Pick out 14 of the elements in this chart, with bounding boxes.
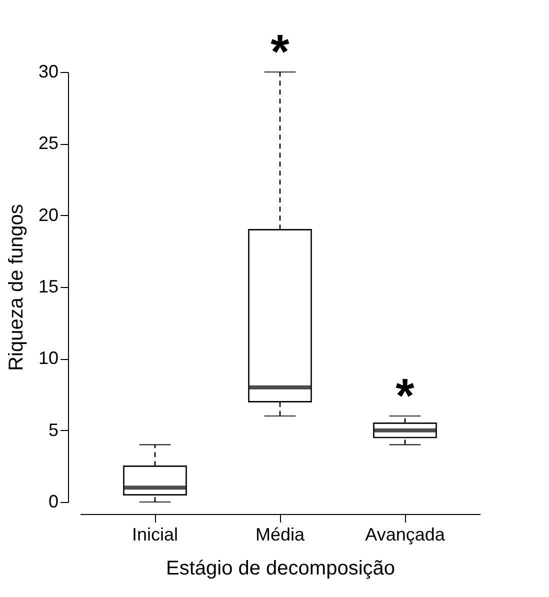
x-tick-label: Avançada	[365, 524, 446, 544]
x-axis-title: Estágio de decomposição	[166, 558, 396, 580]
y-tick-label: 5	[48, 420, 58, 440]
x-tick-label: Inicial	[132, 524, 178, 544]
y-tick-label: 25	[38, 133, 58, 154]
y-tick-label: 30	[38, 62, 58, 82]
x-tick-label: Média	[255, 524, 306, 544]
y-axis-title: Riqueza de fungos	[5, 204, 28, 371]
y-tick-label: 20	[38, 204, 58, 225]
annotation: *	[270, 26, 290, 79]
y-tick-label: 15	[38, 276, 58, 296]
y-tick-label: 0	[48, 492, 58, 512]
annotation: *	[396, 370, 415, 423]
y-tick-label: 10	[38, 348, 58, 368]
